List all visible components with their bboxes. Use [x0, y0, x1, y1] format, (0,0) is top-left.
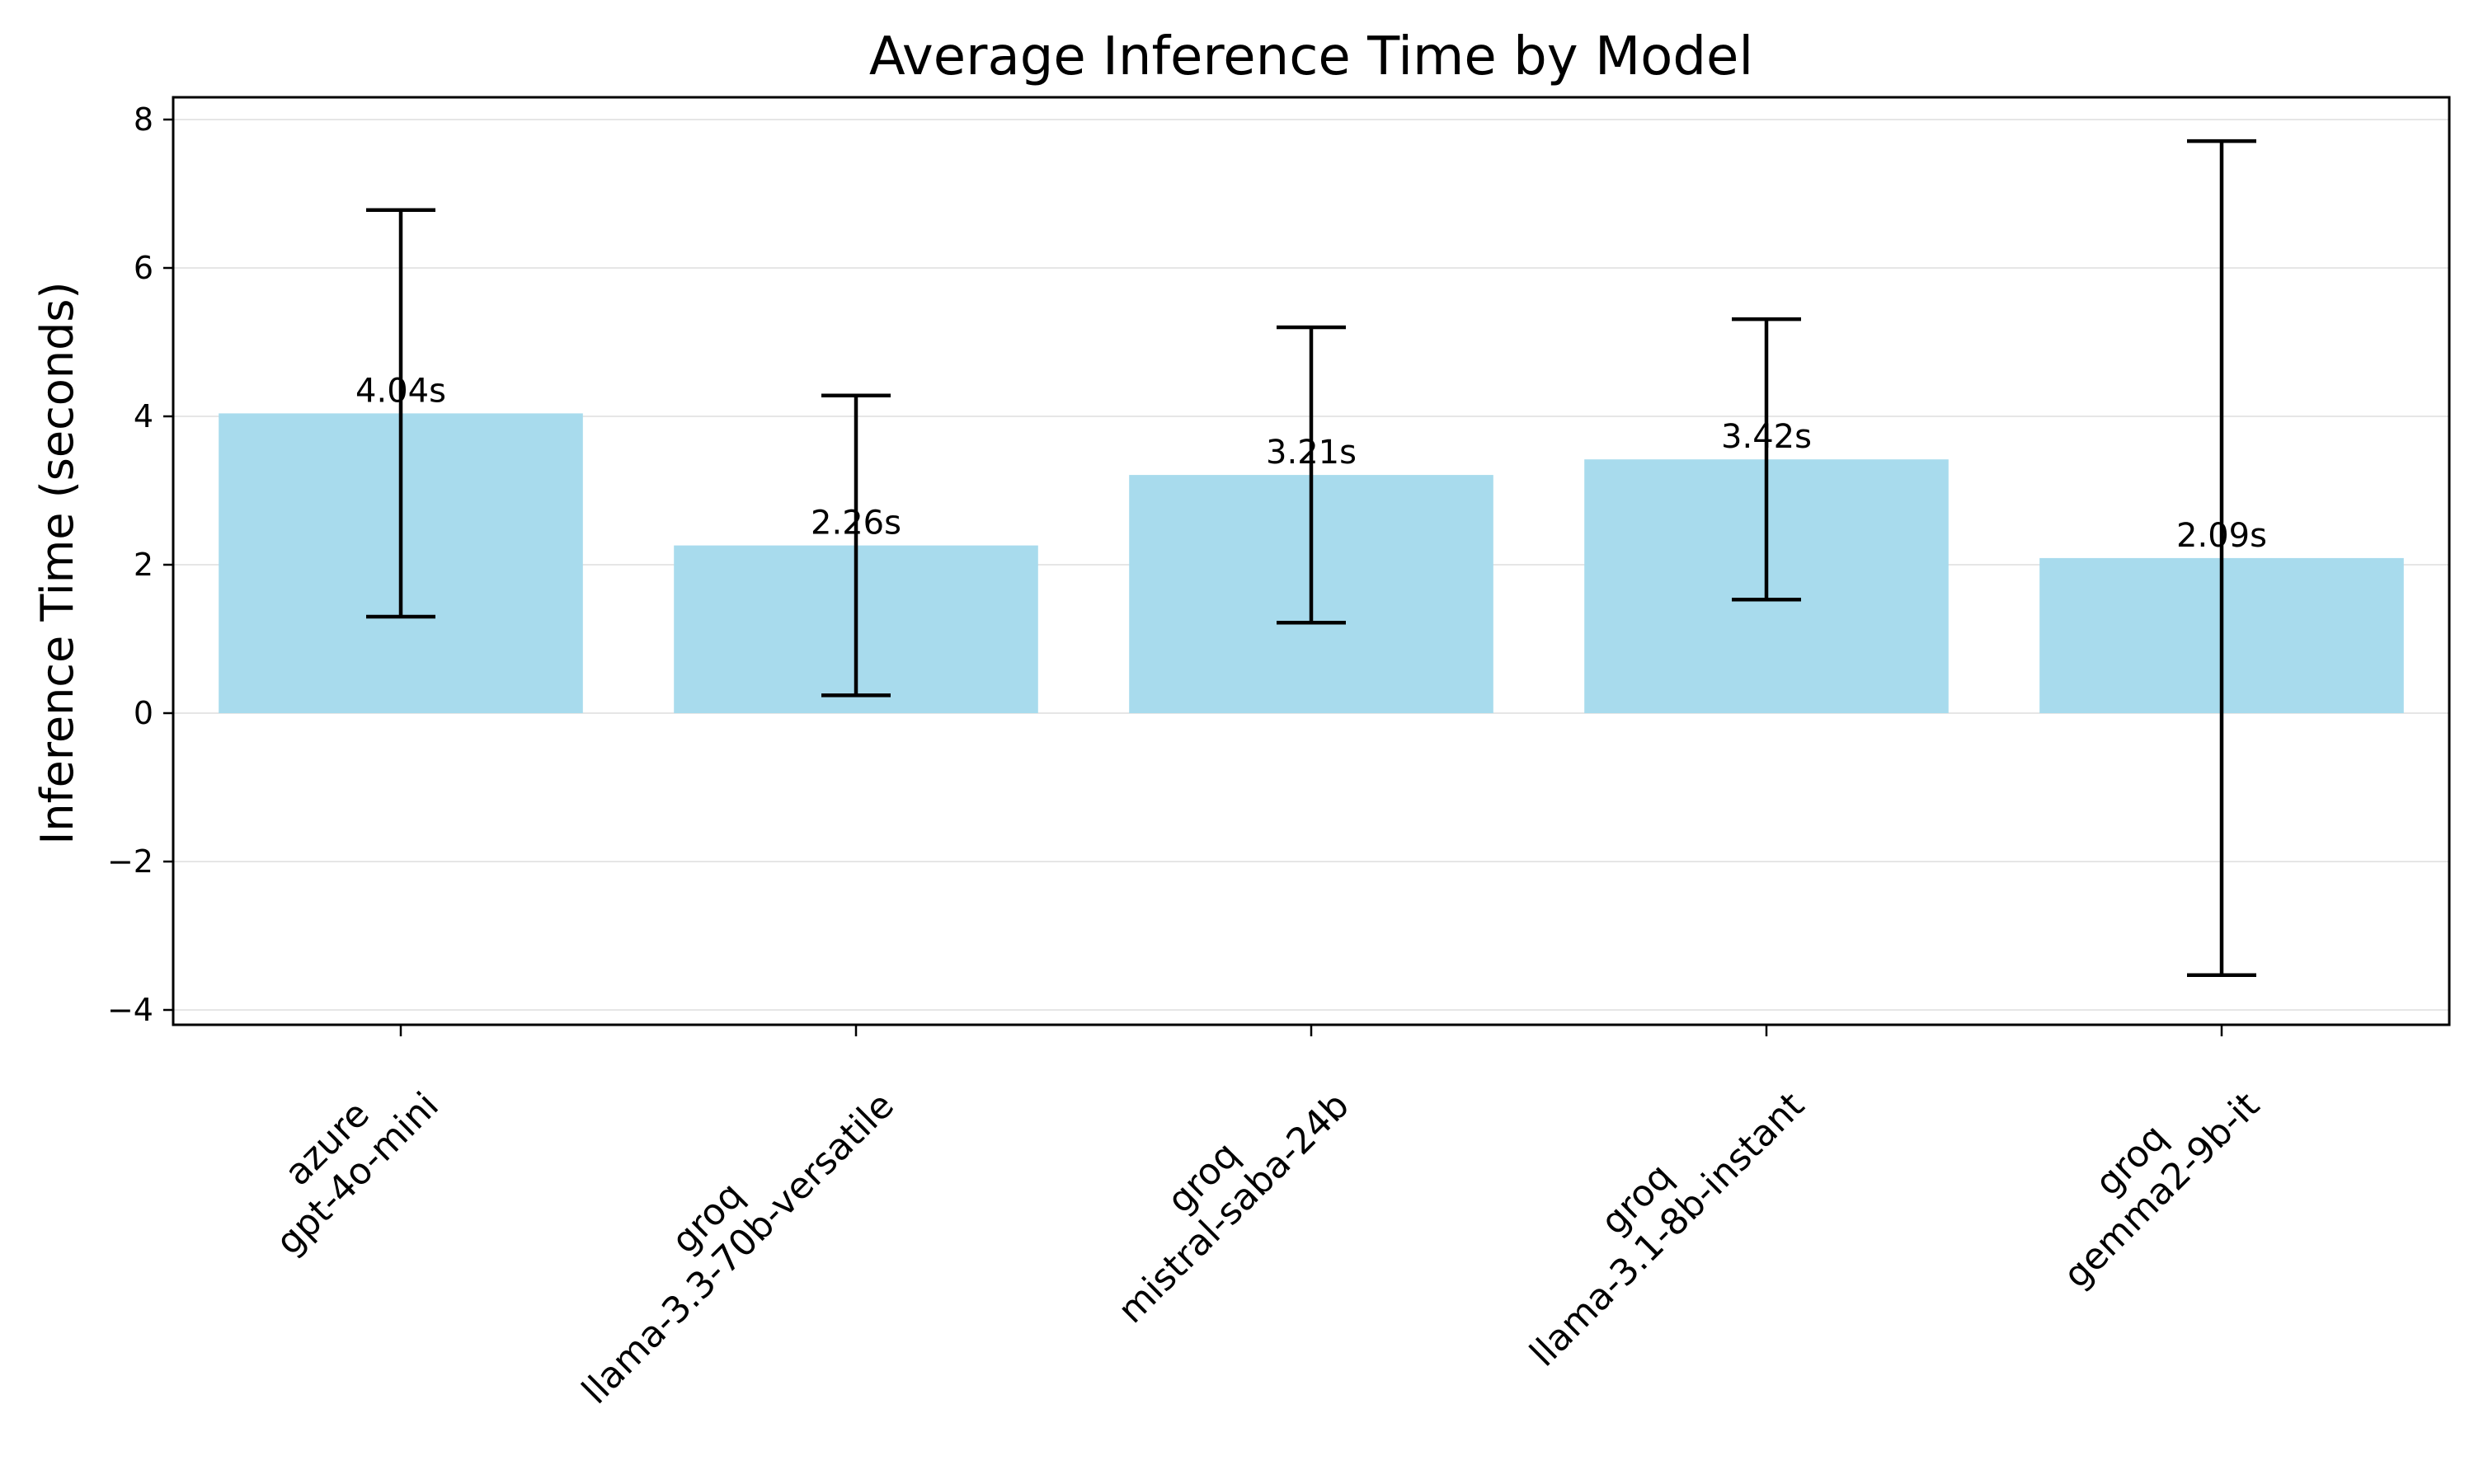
x-tick-label-line: gemma2-9b-it: [2056, 1084, 2268, 1296]
y-tick-label: 4: [134, 398, 153, 434]
y-tick-label: 0: [134, 695, 153, 731]
x-axis-ticks: azuregpt-4o-mini groqllama-3.3-70b-versat…: [238, 1025, 2268, 1412]
y-axis-label: Inference Time (seconds): [31, 281, 83, 844]
chart-title: Average Inference Time by Model: [869, 26, 1753, 87]
y-tick-label: 2: [134, 547, 153, 583]
y-tick-label: −2: [107, 843, 153, 880]
x-tick-label: azuregpt-4o-mini: [238, 1054, 447, 1264]
data-label: 3.42s: [1721, 418, 1812, 456]
x-tick-label: groqmistral-saba-24b: [1079, 1054, 1357, 1332]
y-tick-label: 8: [134, 101, 153, 138]
svg-text:groqgemma2-9b-it: groqgemma2-9b-it: [2025, 1054, 2268, 1297]
x-tick-label: groqgemma2-9b-it: [2025, 1054, 2268, 1297]
data-label: 2.09s: [2176, 517, 2267, 555]
y-tick-label: 6: [134, 250, 153, 286]
x-tick-label-line: llama-3.1-8b-instant: [1522, 1084, 1813, 1374]
svg-text:groqmistral-saba-24b: groqmistral-saba-24b: [1079, 1054, 1357, 1332]
data-label: 4.04s: [355, 372, 446, 410]
x-tick-label: groqllama-3.1-8b-instant: [1492, 1054, 1813, 1375]
x-tick-label-line: llama-3.3-70b-versatile: [574, 1084, 902, 1412]
data-label: 3.21s: [1266, 434, 1357, 472]
error-bars: [366, 139, 2256, 977]
svg-text:groqllama-3.1-8b-instant: groqllama-3.1-8b-instant: [1492, 1054, 1813, 1375]
svg-text:azuregpt-4o-mini: azuregpt-4o-mini: [238, 1054, 447, 1264]
x-tick-label: groqllama-3.3-70b-versatile: [543, 1054, 902, 1412]
y-axis-ticks: −4 −2 0 2 4 6 8: [107, 101, 173, 1028]
data-labels: 4.04s 2.26s 3.21s 3.42s 2.09s: [355, 372, 2267, 555]
data-label: 2.26s: [811, 505, 901, 542]
y-tick-label: −4: [107, 992, 153, 1028]
x-tick-label-line: mistral-saba-24b: [1110, 1084, 1357, 1331]
svg-text:groqllama-3.3-70b-versatile: groqllama-3.3-70b-versatile: [543, 1054, 901, 1412]
